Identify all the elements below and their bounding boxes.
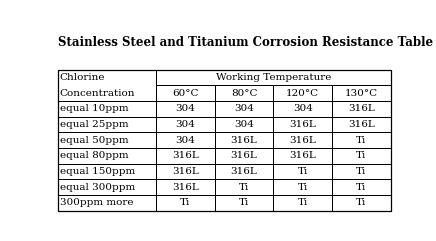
- Text: 316L: 316L: [231, 167, 257, 176]
- Text: 316L: 316L: [172, 167, 199, 176]
- Text: Working Temperature: Working Temperature: [216, 73, 331, 82]
- Text: equal 10ppm: equal 10ppm: [60, 104, 128, 114]
- Text: Ti: Ti: [356, 183, 367, 192]
- Bar: [215, 148, 273, 164]
- Bar: [58, 101, 156, 117]
- Bar: [58, 148, 156, 164]
- Text: 130°C: 130°C: [345, 89, 378, 98]
- Bar: [332, 148, 391, 164]
- Bar: [332, 85, 391, 101]
- Text: 300ppm more: 300ppm more: [60, 198, 133, 208]
- Bar: [156, 164, 215, 180]
- Text: Ti: Ti: [356, 136, 367, 145]
- Bar: [215, 195, 273, 211]
- Bar: [58, 70, 156, 101]
- Bar: [273, 195, 332, 211]
- Text: Ti: Ti: [298, 167, 308, 176]
- Text: Chlorine: Chlorine: [59, 73, 105, 82]
- Text: 316L: 316L: [348, 104, 375, 114]
- Text: Ti: Ti: [298, 198, 308, 208]
- Text: 304: 304: [175, 120, 195, 129]
- Bar: [273, 85, 332, 101]
- Text: Ti: Ti: [356, 167, 367, 176]
- Bar: [215, 132, 273, 148]
- Bar: [58, 132, 156, 148]
- Text: equal 150ppm: equal 150ppm: [60, 167, 135, 176]
- Text: 316L: 316L: [172, 183, 199, 192]
- Text: 316L: 316L: [231, 151, 257, 161]
- Text: Concentration: Concentration: [59, 89, 135, 98]
- Bar: [58, 70, 391, 211]
- Bar: [332, 132, 391, 148]
- Bar: [273, 148, 332, 164]
- Bar: [273, 101, 332, 117]
- Text: 316L: 316L: [290, 120, 316, 129]
- Bar: [273, 164, 332, 180]
- Bar: [58, 164, 156, 180]
- Text: 304: 304: [175, 136, 195, 145]
- Bar: [156, 132, 215, 148]
- Bar: [273, 180, 332, 195]
- Bar: [156, 101, 215, 117]
- Bar: [273, 132, 332, 148]
- Bar: [156, 70, 391, 85]
- Text: 316L: 316L: [290, 136, 316, 145]
- Text: 120°C: 120°C: [286, 89, 319, 98]
- Bar: [58, 195, 156, 211]
- Bar: [273, 117, 332, 132]
- Bar: [332, 117, 391, 132]
- Text: 316L: 316L: [172, 151, 199, 161]
- Text: Ti: Ti: [180, 198, 191, 208]
- Bar: [156, 195, 215, 211]
- Bar: [215, 164, 273, 180]
- Text: 304: 304: [234, 104, 254, 114]
- Bar: [156, 117, 215, 132]
- Text: equal 50ppm: equal 50ppm: [60, 136, 128, 145]
- Bar: [332, 180, 391, 195]
- Text: 316L: 316L: [290, 151, 316, 161]
- Text: 316L: 316L: [231, 136, 257, 145]
- Text: equal 300ppm: equal 300ppm: [60, 183, 135, 192]
- Text: 80°C: 80°C: [231, 89, 257, 98]
- Bar: [215, 101, 273, 117]
- Text: 60°C: 60°C: [172, 89, 199, 98]
- Bar: [58, 180, 156, 195]
- Text: Ti: Ti: [356, 151, 367, 161]
- Bar: [332, 195, 391, 211]
- Bar: [156, 148, 215, 164]
- Text: Stainless Steel and Titanium Corrosion Resistance Table: Stainless Steel and Titanium Corrosion R…: [58, 36, 433, 49]
- Text: equal 25ppm: equal 25ppm: [60, 120, 128, 129]
- Bar: [156, 180, 215, 195]
- Text: 304: 304: [234, 120, 254, 129]
- Bar: [215, 117, 273, 132]
- Text: 316L: 316L: [348, 120, 375, 129]
- Text: 304: 304: [175, 104, 195, 114]
- Text: 304: 304: [293, 104, 313, 114]
- Bar: [332, 101, 391, 117]
- Bar: [332, 164, 391, 180]
- Text: Ti: Ti: [239, 198, 249, 208]
- Bar: [215, 85, 273, 101]
- Text: equal 80ppm: equal 80ppm: [60, 151, 128, 161]
- Text: Ti: Ti: [356, 198, 367, 208]
- Bar: [156, 85, 215, 101]
- Text: Ti: Ti: [298, 183, 308, 192]
- Bar: [215, 180, 273, 195]
- Text: Ti: Ti: [239, 183, 249, 192]
- Bar: [58, 117, 156, 132]
